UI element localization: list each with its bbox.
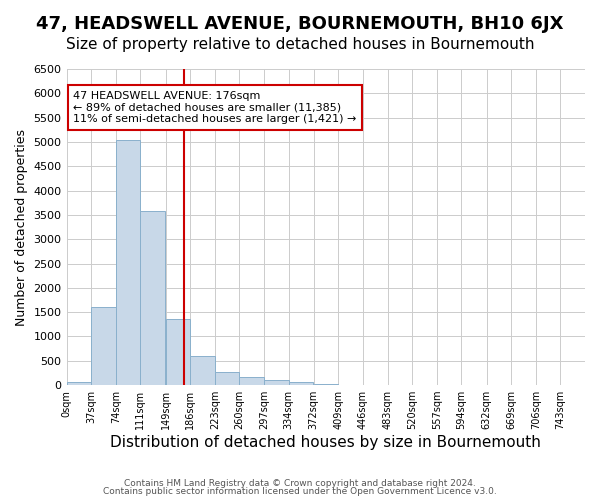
Text: 47, HEADSWELL AVENUE, BOURNEMOUTH, BH10 6JX: 47, HEADSWELL AVENUE, BOURNEMOUTH, BH10 … (36, 15, 564, 33)
X-axis label: Distribution of detached houses by size in Bournemouth: Distribution of detached houses by size … (110, 435, 541, 450)
Text: Contains public sector information licensed under the Open Government Licence v3: Contains public sector information licen… (103, 487, 497, 496)
Bar (91, 308, 116, 385)
Y-axis label: Number of detached properties: Number of detached properties (15, 128, 28, 326)
Text: Contains HM Land Registry data © Crown copyright and database right 2024.: Contains HM Land Registry data © Crown c… (124, 478, 476, 488)
Text: 47 HEADSWELL AVENUE: 176sqm
← 89% of detached houses are smaller (11,385)
11% of: 47 HEADSWELL AVENUE: 176sqm ← 89% of det… (73, 91, 356, 124)
Bar (314, 384, 338, 385)
Bar (239, 377, 264, 385)
Bar (140, 211, 165, 385)
Bar (67, 382, 91, 385)
Bar (190, 356, 215, 385)
Bar (289, 382, 313, 385)
Bar (215, 372, 239, 385)
Text: Size of property relative to detached houses in Bournemouth: Size of property relative to detached ho… (66, 38, 534, 52)
Bar (116, 140, 140, 385)
Bar (166, 320, 190, 385)
Bar (264, 380, 289, 385)
